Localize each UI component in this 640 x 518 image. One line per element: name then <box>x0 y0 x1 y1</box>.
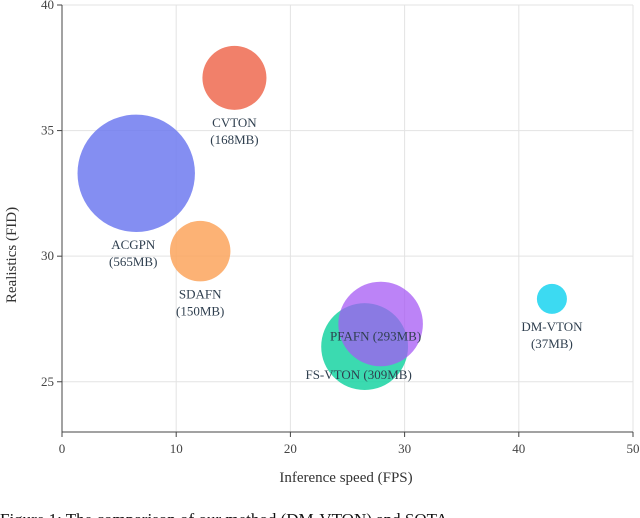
bubble-acgpn <box>77 114 195 232</box>
bubble-size-label-sdafn: (150MB) <box>176 303 224 318</box>
bubble-cvton <box>202 45 267 110</box>
y-tick-label: 35 <box>41 123 54 138</box>
bubble-sdafn <box>169 220 231 282</box>
y-axis-title: Realistics (FID) <box>4 207 20 303</box>
bubble-label-pfafn: PFAFN (293MB) <box>330 328 421 343</box>
x-tick-label: 50 <box>627 441 640 456</box>
grid <box>61 4 634 432</box>
bubble-label-dm-vton: DM-VTON <box>521 319 583 334</box>
y-tick-label: 40 <box>41 0 54 12</box>
y-tick-label: 25 <box>41 374 54 389</box>
bubble-size-label-acgpn: (565MB) <box>109 254 157 269</box>
x-axis-title: Inference speed (FPS) <box>279 470 412 486</box>
bubbles <box>77 45 567 391</box>
bubble-dm-vton <box>536 283 567 314</box>
x-tick-label: 20 <box>284 441 297 456</box>
bubble-size-label-cvton: (168MB) <box>210 132 258 147</box>
bubble-label-fs-vton: FS-VTON (309MB) <box>305 367 411 382</box>
bubble-size-label-dm-vton: (37MB) <box>531 336 573 351</box>
bubble-label-acgpn: ACGPN <box>111 237 156 252</box>
x-tick-label: 30 <box>398 441 411 456</box>
axes: 0 10 20 30 40 50 25 30 35 40 <box>41 0 640 456</box>
bubble-pfafn <box>338 281 423 367</box>
x-tick-label: 40 <box>512 441 525 456</box>
x-tick-label: 10 <box>170 441 183 456</box>
y-tick-label: 30 <box>41 248 54 263</box>
figure-caption: Figure 1: The comparison of our method (… <box>0 510 449 518</box>
bubble-labels: CVTON (168MB) ACGPN (565MB) SDAFN (150MB) FS-V… <box>109 115 583 382</box>
bubble-label-sdafn: SDAFN <box>179 286 222 301</box>
x-tick-label: 0 <box>59 441 66 456</box>
bubble-label-cvton: CVTON <box>212 115 257 130</box>
